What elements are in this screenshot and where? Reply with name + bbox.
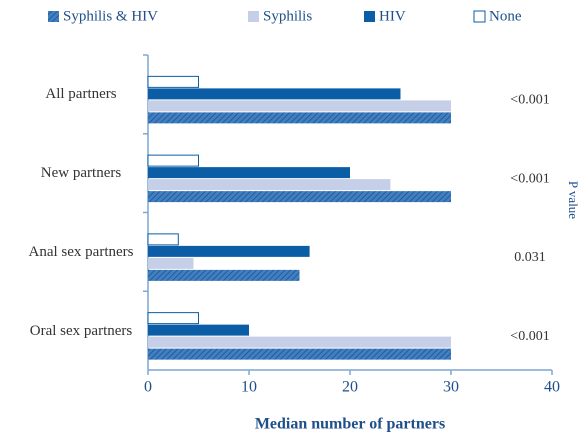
x-tick-label: 0 xyxy=(144,379,152,396)
legend-swatch xyxy=(248,11,259,22)
bar xyxy=(148,179,391,191)
bar xyxy=(148,112,451,124)
legend-label: None xyxy=(489,8,522,24)
x-tick-label: 30 xyxy=(443,379,459,396)
p-value: 0.031 xyxy=(514,250,546,265)
x-tick-label: 40 xyxy=(544,379,560,396)
bar xyxy=(148,348,451,360)
bar xyxy=(148,167,350,179)
bar xyxy=(147,312,199,325)
p-axis-label: P value xyxy=(566,181,579,219)
bar xyxy=(148,245,310,257)
legend-swatch xyxy=(473,10,486,23)
x-axis-title: Median number of partners xyxy=(255,416,445,433)
bar xyxy=(148,269,300,281)
bar xyxy=(148,100,451,112)
bar xyxy=(148,257,194,269)
bar xyxy=(148,324,249,336)
p-value: <0.001 xyxy=(510,171,549,186)
category-label: Oral sex partners xyxy=(29,322,133,339)
p-value: <0.001 xyxy=(510,329,549,344)
bar xyxy=(147,233,179,246)
category-label: Anal sex partners xyxy=(28,243,134,260)
legend-label: HIV xyxy=(379,8,406,24)
legend-label: Syphilis & HIV xyxy=(63,8,158,24)
legend-swatch xyxy=(48,11,59,22)
x-tick-label: 20 xyxy=(342,379,358,396)
category-label: New partners xyxy=(40,165,122,182)
legend-swatch xyxy=(364,11,375,22)
legend-label: Syphilis xyxy=(263,8,312,24)
p-value: <0.001 xyxy=(510,93,549,108)
bar xyxy=(147,154,199,167)
bar xyxy=(147,75,199,88)
bar xyxy=(148,191,451,203)
category-label: All partners xyxy=(45,86,117,103)
x-tick-label: 10 xyxy=(241,379,257,396)
bar xyxy=(148,88,401,100)
bar xyxy=(148,336,451,348)
